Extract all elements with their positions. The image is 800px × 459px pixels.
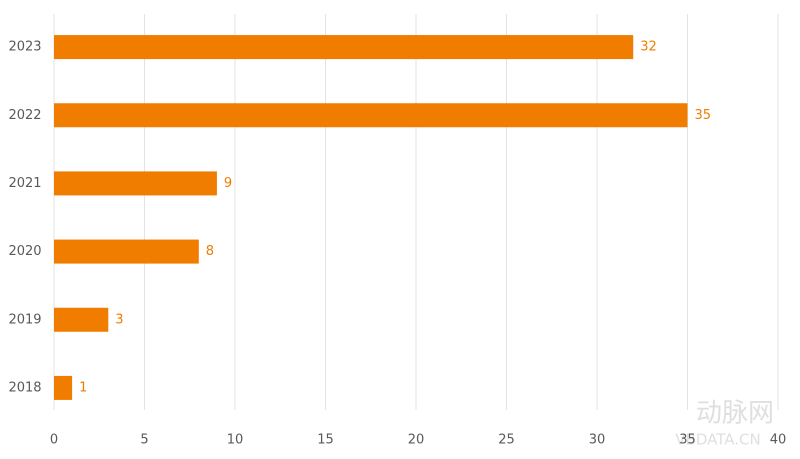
x-tick-label: 40 xyxy=(770,433,787,448)
x-tick-label: 20 xyxy=(408,433,425,448)
y-tick-label: 2022 xyxy=(8,108,41,123)
x-tick-label: 35 xyxy=(679,433,696,448)
y-tick-label: 2019 xyxy=(8,312,41,327)
x-tick-label: 5 xyxy=(140,433,148,448)
x-tick-label: 10 xyxy=(227,433,244,448)
watermark: 动脉网 xyxy=(696,399,774,429)
y-tick-label: 2023 xyxy=(8,40,41,55)
y-tick-label: 2018 xyxy=(8,380,41,395)
x-tick-label: 15 xyxy=(317,433,334,448)
bar xyxy=(54,103,688,128)
bar xyxy=(54,307,109,332)
x-tick-label: 25 xyxy=(498,433,515,448)
value-label: 8 xyxy=(206,244,214,259)
watermark-sub: VBDATA.CN xyxy=(675,431,760,449)
y-tick-label: 2021 xyxy=(8,176,41,191)
x-tick-label: 0 xyxy=(50,433,58,448)
y-tick-label: 2020 xyxy=(8,244,41,259)
value-label: 9 xyxy=(224,176,232,191)
value-label: 35 xyxy=(695,108,712,123)
value-label: 32 xyxy=(640,40,657,55)
bar xyxy=(54,375,73,400)
value-label: 3 xyxy=(115,312,123,327)
x-tick-label: 30 xyxy=(589,433,606,448)
bar xyxy=(54,171,217,196)
bar xyxy=(54,239,199,264)
value-label: 1 xyxy=(79,380,87,395)
bar xyxy=(54,35,634,60)
